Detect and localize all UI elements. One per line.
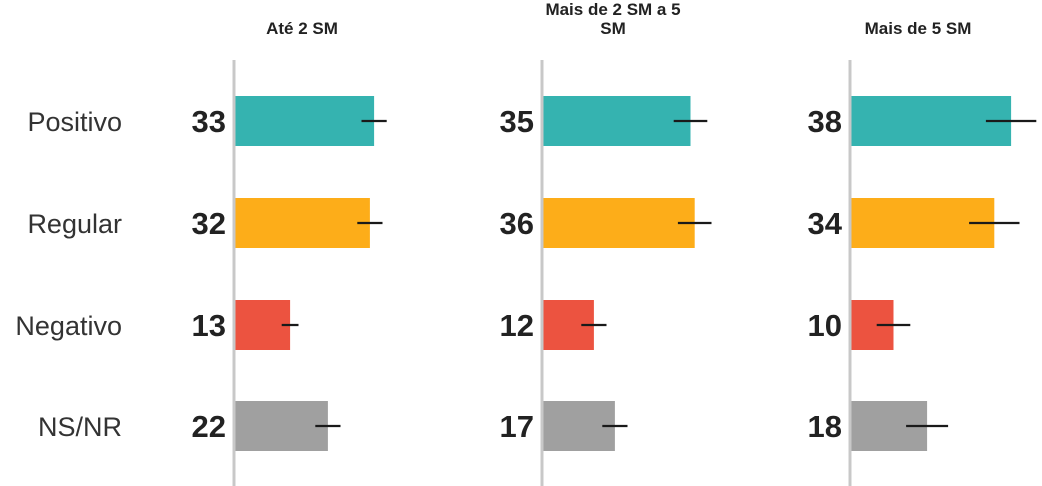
value-label-ns-nr-panel-3: 18 bbox=[808, 409, 842, 444]
bar-positivo-panel-3 bbox=[851, 96, 1012, 146]
category-labels: Positivo Regular Negativo NS/NR bbox=[15, 107, 122, 442]
value-label-positivo-panel-1: 33 bbox=[192, 104, 226, 139]
bar-regular-panel-2 bbox=[543, 198, 695, 248]
panel-1-title-line-1: Até 2 SM bbox=[266, 19, 338, 38]
category-label-regular: Regular bbox=[27, 209, 122, 239]
panel-2-title-line-1: Mais de 2 SM a 5 bbox=[545, 0, 680, 19]
value-label-regular-panel-3: 34 bbox=[808, 206, 843, 241]
value-label-positivo-panel-2: 35 bbox=[500, 104, 534, 139]
bar-positivo-panel-2 bbox=[543, 96, 691, 146]
value-label-negativo-panel-2: 12 bbox=[500, 308, 534, 343]
bar-regular-panel-1 bbox=[235, 198, 370, 248]
panel-2: Mais de 2 SM a 5SM 35 36 12 17 bbox=[500, 0, 712, 486]
value-label-regular-panel-1: 32 bbox=[192, 206, 226, 241]
panel-1: Até 2 SM 33 32 13 22 bbox=[192, 19, 387, 486]
bar-ns-nr-panel-1 bbox=[235, 401, 328, 451]
panel-2-title-line-2: SM bbox=[600, 19, 626, 38]
bar-negativo-panel-1 bbox=[235, 300, 291, 350]
value-label-negativo-panel-1: 13 bbox=[192, 308, 226, 343]
value-label-regular-panel-2: 36 bbox=[500, 206, 534, 241]
chart-panels: Até 2 SM 33 32 13 22 Mais de 2 SM a 5SM 35 36 12… bbox=[192, 0, 1037, 486]
category-label-ns-nr: NS/NR bbox=[38, 412, 122, 442]
bar-positivo-panel-1 bbox=[235, 96, 375, 146]
category-label-negativo: Negativo bbox=[15, 311, 122, 341]
panel-3-title-line-1: Mais de 5 SM bbox=[865, 19, 972, 38]
value-label-negativo-panel-3: 10 bbox=[808, 308, 842, 343]
value-label-positivo-panel-3: 38 bbox=[808, 104, 842, 139]
value-label-ns-nr-panel-2: 17 bbox=[500, 409, 534, 444]
value-label-ns-nr-panel-1: 22 bbox=[192, 409, 226, 444]
panel-3: Mais de 5 SM 38 34 10 18 bbox=[808, 19, 1037, 486]
category-label-positivo: Positivo bbox=[27, 107, 122, 137]
